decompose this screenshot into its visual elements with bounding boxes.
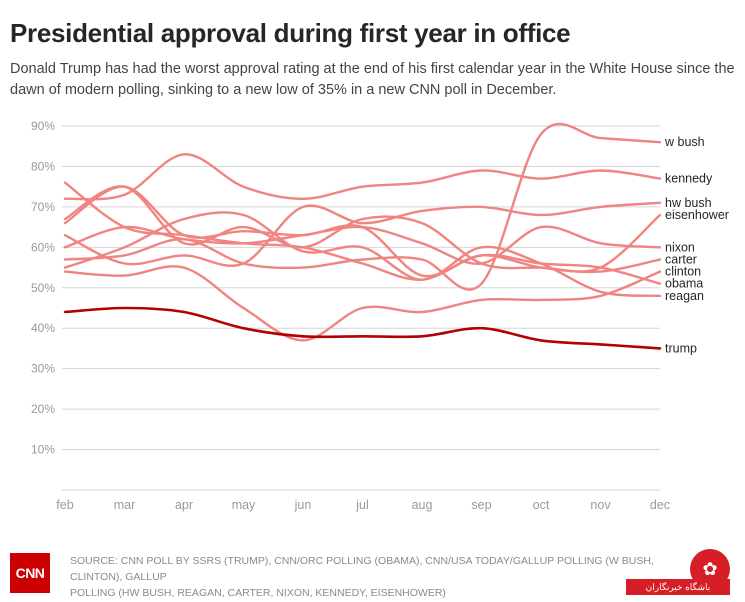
series-label-clinton: clinton	[665, 265, 701, 279]
series-label-nixon: nixon	[665, 240, 695, 254]
x-tick-label: feb	[56, 498, 73, 512]
chart-subtitle: Donald Trump has had the worst approval …	[10, 61, 735, 98]
y-tick-label: 90%	[31, 119, 55, 133]
y-tick-label: 20%	[31, 402, 55, 416]
approval-line-chart: 10% 20% 30% 40% 50% 60% 70% 80% 90% feb mar apr may…	[31, 119, 729, 512]
series-line-trump	[63, 306, 662, 350]
y-tick-label: 80%	[31, 159, 55, 173]
x-tick-label: apr	[175, 498, 193, 512]
x-tick-label: dec	[650, 498, 670, 512]
series-line-clinton	[63, 265, 662, 342]
series-label-reagan: reagan	[665, 289, 704, 303]
y-axis-ticks: 10% 20% 30% 40% 50% 60% 70% 80% 90%	[31, 119, 55, 457]
cnn-logo: CNN	[10, 553, 50, 593]
series-label-obama: obama	[665, 277, 703, 291]
x-axis-ticks: feb mar apr may jun jul aug sep oct nov dec	[56, 498, 670, 512]
watermark-text: باشگاه خبرنگاران	[626, 579, 730, 595]
y-tick-label: 40%	[31, 321, 55, 335]
series-line-reagan	[63, 211, 662, 298]
x-tick-label: jun	[294, 498, 312, 512]
series-label-w-bush: w bush	[664, 135, 705, 149]
x-tick-label: jul	[355, 498, 369, 512]
x-tick-label: mar	[114, 498, 136, 512]
y-tick-label: 60%	[31, 240, 55, 254]
series-line-kennedy	[63, 153, 662, 201]
y-tick-label: 30%	[31, 362, 55, 376]
series-line-obama	[63, 181, 662, 285]
y-tick-label: 50%	[31, 281, 55, 295]
footer: CNN SOURCE: CNN POLL BY SSRS (TRUMP), CN…	[10, 553, 700, 599]
watermark: ✿ باشگاه خبرنگاران	[626, 549, 738, 601]
source-note: SOURCE: CNN POLL BY SSRS (TRUMP), CNN/OR…	[70, 555, 654, 599]
series-label-eisenhower: eisenhower	[665, 208, 729, 222]
x-tick-label: nov	[590, 498, 611, 512]
x-tick-label: oct	[533, 498, 550, 512]
y-tick-label: 70%	[31, 200, 55, 214]
series-line-hw-bush	[63, 201, 662, 267]
series-label-carter: carter	[665, 252, 697, 266]
series-label-hw-bush: hw bush	[665, 196, 712, 210]
x-tick-label: sep	[471, 498, 491, 512]
x-tick-label: aug	[412, 498, 433, 512]
series-lines	[63, 122, 662, 350]
series-line-carter	[63, 185, 662, 278]
x-tick-label: may	[232, 498, 256, 512]
chart-title: Presidential approval during first year …	[10, 18, 571, 48]
y-tick-label: 10%	[31, 443, 55, 457]
series-label-kennedy: kennedy	[665, 172, 713, 186]
series-label-trump: trump	[665, 341, 697, 355]
